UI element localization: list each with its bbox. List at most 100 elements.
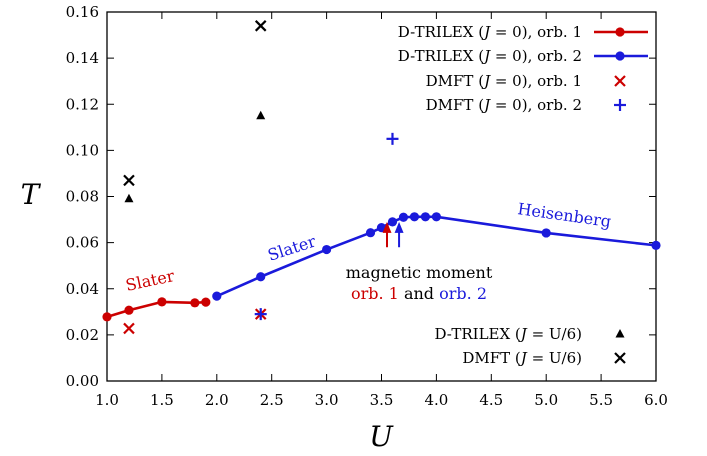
x-axis-ticks: 1.0 1.5 2.0 2.5 3.0 3.5 4.0 4.5 5.0 5.5 6.0 [95, 12, 668, 409]
legend-entry-post: = 0), orb. 1 [490, 72, 582, 90]
legend-top: D-TRILEX (J = 0), orb. 1D-TRILEX (J = 0)… [398, 23, 648, 114]
annotation-moment-line1: magnetic moment [346, 263, 493, 282]
series-1-point [541, 228, 551, 238]
series-1-point [398, 212, 409, 222]
series-1-point [322, 244, 332, 255]
legend-entry-pre: DMFT ( [426, 72, 484, 90]
y-tick-label: 0.16 [66, 3, 99, 21]
y-tick-label: 0.12 [66, 95, 99, 113]
annotation-moment-line2: orb. 1 and orb. 2 [351, 284, 487, 303]
legend-entry-pre: DMFT ( [462, 349, 520, 367]
y-tick-label: 0.06 [66, 234, 99, 252]
series-4 [124, 110, 266, 203]
series-4-point [124, 193, 134, 203]
legend-entry-post: = 0), orb. 1 [490, 23, 582, 41]
legend-entry-label: DMFT (J = 0), orb. 2 [426, 96, 582, 114]
series-5-point [123, 174, 135, 187]
x-tick-label: 2.0 [205, 391, 229, 409]
y-tick-label: 0.14 [66, 49, 99, 67]
series-0-point [201, 297, 211, 307]
legend-entry-symbol [615, 27, 625, 37]
legend-entry-label: D-TRILEX (J = 0), orb. 1 [398, 23, 582, 41]
y-tick-label: 0.10 [66, 141, 99, 159]
x-tick-label: 5.5 [589, 391, 613, 409]
legend-entry-post: = U/6) [527, 325, 582, 343]
legend-entry-post: = 0), orb. 2 [490, 96, 582, 114]
series-1-point [365, 228, 376, 238]
legend-entry-post: = 0), orb. 2 [490, 47, 582, 65]
series-1-point [212, 291, 222, 301]
y-tick-label: 0.04 [66, 280, 99, 298]
annotation-heisenberg: Heisenberg [516, 199, 612, 231]
annotation-slater-blue: Slater [265, 231, 318, 264]
y-tick-label: 0.02 [66, 326, 99, 344]
series-2-point [123, 322, 135, 335]
legend-entry-var: J [481, 47, 491, 65]
x-tick-label: 2.5 [260, 391, 284, 409]
y-axis-ticks: 0.00 0.02 0.04 0.06 0.08 0.10 0.12 0.14 0.16 [66, 3, 656, 390]
series-1-point [420, 212, 431, 222]
annotation-moment-orb2: orb. 2 [439, 284, 487, 303]
x-tick-label: 4.5 [479, 391, 503, 409]
legend-entry-var: J [481, 96, 491, 114]
x-tick-label: 5.0 [534, 391, 558, 409]
series-1-line [216, 215, 657, 298]
legend-entry-var: J [518, 325, 528, 343]
x-tick-label: 6.0 [644, 391, 668, 409]
legend-entry-symbol [615, 329, 625, 338]
legend-entry-pre: DMFT ( [426, 96, 484, 114]
legend-entry-pre: D-TRILEX ( [398, 23, 484, 41]
legend-entry-symbol-stroke [614, 75, 626, 87]
arrow_orb1-head [382, 221, 392, 233]
x-tick-label: 1.5 [150, 391, 174, 409]
series-5-point-stroke [254, 20, 267, 32]
x-tick-label: 1.0 [95, 391, 119, 409]
series-1-point [256, 272, 266, 282]
annotation-slater-red: Slater [124, 266, 176, 295]
legend-entry-label: DMFT (J = 0), orb. 1 [426, 72, 582, 90]
legend-entry-label: DMFT (J = U/6) [462, 349, 582, 367]
series-2 [123, 308, 267, 335]
x-axis-label: U [369, 420, 394, 453]
legend-entry-var: J [481, 72, 491, 90]
legend-bottom: D-TRILEX (J = U/6)DMFT (J = U/6) [435, 325, 626, 367]
series-layer [102, 20, 661, 335]
annotation-arrows [382, 221, 404, 248]
series-5 [123, 20, 267, 187]
arrow_orb2-head [394, 221, 404, 233]
series-1-point [387, 217, 398, 227]
series-0-point [190, 298, 200, 308]
legend-entry-symbol [615, 51, 625, 61]
series-0-point [124, 305, 134, 315]
series-1-point [651, 240, 661, 250]
series-0 [102, 297, 211, 322]
series-3-point [254, 308, 267, 321]
legend-entry-symbol [614, 99, 626, 111]
legend-entry-symbol [614, 352, 626, 364]
series-3 [254, 132, 399, 321]
series-3-point [386, 132, 399, 145]
legend-entry-label: D-TRILEX (J = 0), orb. 2 [398, 47, 582, 65]
series-1-point [431, 212, 441, 222]
legend-entry-post: = U/6) [527, 349, 582, 367]
series-1 [212, 212, 661, 301]
series-4-point [256, 110, 266, 120]
series-2-point-stroke [123, 322, 135, 335]
annotation-moment-and: and [404, 284, 434, 303]
series-0-point [102, 312, 112, 322]
legend-entry-symbol [614, 75, 626, 87]
annotation-moment-orb1: orb. 1 [351, 284, 399, 303]
series-1-point [409, 212, 420, 222]
x-tick-label: 4.0 [424, 391, 448, 409]
legend-entry-pre: D-TRILEX ( [398, 47, 484, 65]
legend-entry-var: J [518, 349, 528, 367]
series-5-point [254, 20, 267, 32]
x-tick-label: 3.5 [370, 391, 394, 409]
series-0-point [157, 297, 167, 307]
y-tick-label: 0.00 [66, 372, 99, 390]
legend-entry-pre: D-TRILEX ( [435, 325, 521, 343]
series-5-point-stroke [123, 174, 135, 187]
legend-entry-label: D-TRILEX (J = U/6) [435, 325, 583, 343]
x-tick-label: 3.0 [315, 391, 339, 409]
